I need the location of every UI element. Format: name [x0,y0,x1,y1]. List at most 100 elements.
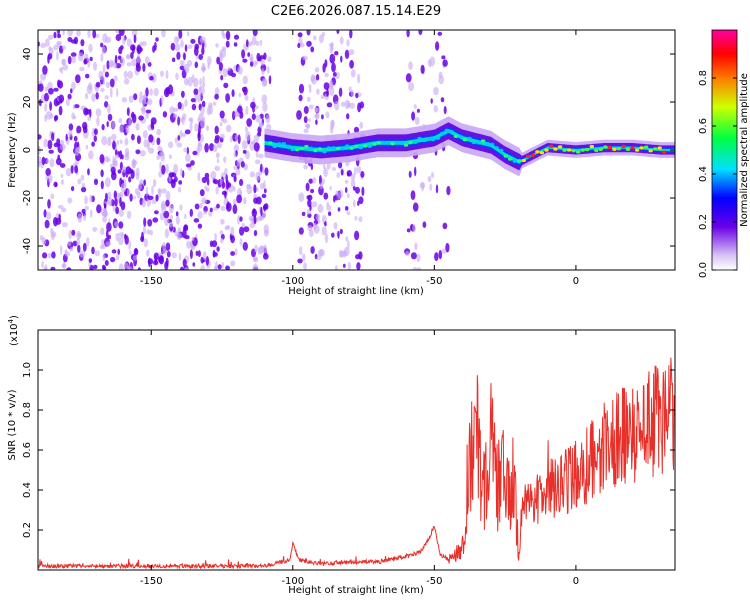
spectral-noise-point [354,216,358,221]
spectral-noise-point [135,149,141,155]
spectral-noise-point [245,131,251,142]
spectral-noise-point [164,228,169,239]
spectral-noise-point [146,229,151,235]
spectral-noise-point [265,114,271,124]
spectral-noise-point [326,162,331,170]
spectral-noise-point [139,150,146,157]
spectral-noise-point [102,77,106,85]
spectral-noise-point [42,252,48,259]
spectral-noise-point [321,31,326,37]
spectral-noise-point [310,188,315,194]
spectral-noise-point [244,95,249,101]
spectral-noise-point [198,85,205,96]
spectral-noise-point [412,224,416,233]
spectral-noise-point [220,133,225,139]
spectral-noise-point [58,94,65,103]
spectral-noise-point [247,52,251,57]
ridge-mid-band [264,122,675,171]
spectral-noise-point [242,149,247,154]
spectral-noise-point [173,113,178,119]
spectral-noise-point [309,204,312,211]
spectral-noise-point [232,198,237,206]
bottom-y-tick-label: 0.8 [22,402,33,418]
spectral-noise-point [133,195,136,200]
spectral-noise-point [338,161,343,169]
spectral-noise-point [168,141,174,149]
spectral-noise-point [297,258,303,264]
spectral-noise-point [48,178,53,183]
spectral-noise-point [236,159,240,168]
spectral-noise-point [143,238,148,248]
spectral-noise-point [106,222,112,232]
spectral-noise-point [253,197,259,204]
spectral-noise-point [261,94,268,104]
spectral-noise-point [220,218,225,225]
spectral-noise-point [95,108,102,117]
spectral-noise-point [316,255,322,261]
spectral-noise-point [165,190,171,201]
spectral-noise-point [67,241,72,247]
spectral-noise-point [120,56,125,67]
spectral-noise-point [326,102,333,108]
spectral-noise-point [104,95,109,100]
spectral-noise-point [356,166,362,174]
spectral-noise-point [68,229,72,240]
spectral-noise-point [179,65,185,71]
spectral-noise-point [435,41,440,51]
spectral-noise-point [239,238,243,246]
ridge-hotspot [616,147,622,151]
spectral-noise-point [315,74,320,81]
spectral-noise-point [315,213,321,221]
spectral-noise-point [131,58,137,67]
spectral-noise-point [422,221,427,228]
ridge-hotspot [440,131,445,135]
spectral-noise-point [197,223,203,229]
spectral-noise-point [207,62,210,69]
spectral-noise-point [55,157,62,166]
spectral-noise-point [314,113,320,120]
spectral-noise-point [53,31,57,39]
ridge-hotspot [571,149,576,153]
spectral-noise-point [225,265,230,270]
spectral-noise-point [151,185,154,196]
spectral-noise-point [343,246,350,257]
spectral-noise-point [177,227,182,233]
spectral-noise-point [405,250,410,257]
ridge-hotspot [272,144,277,149]
spectral-noise-point [101,238,105,248]
spectral-noise-point [230,226,235,236]
ridge-hotspot [426,137,431,141]
spectral-noise-point [162,248,168,255]
spectral-noise-point [73,115,76,120]
spectral-noise-point [184,129,191,135]
ridge-hotspot [476,141,481,145]
spectral-noise-point [136,135,141,145]
ridge-hotspot [363,144,368,148]
spectral-noise-point [183,224,188,230]
spectral-noise-point [252,263,259,270]
spectral-noise-point [317,203,324,213]
spectral-noise-point [183,63,190,70]
spectral-noise-point [114,221,119,228]
spectral-noise-point [221,261,224,269]
spectral-noise-point [189,123,193,132]
spectral-noise-point [49,113,54,119]
spectral-noise-point [412,267,418,270]
spectral-noise-point [93,128,98,135]
spectral-noise-point [57,30,60,35]
spectral-noise-point [154,41,157,51]
spectral-noise-point [100,53,104,62]
spectral-noise-point [44,86,49,92]
spectral-noise-point [124,262,129,269]
spectral-noise-point [249,171,255,178]
spectral-noise-point [360,171,365,178]
spectral-noise-point [261,193,267,199]
spectral-noise-point [210,170,217,180]
spectral-noise-point [226,225,231,230]
ridge-hotspot [508,157,513,161]
spectral-noise-point [87,116,91,121]
spectral-noise-point [119,124,124,134]
spectral-noise-point [233,144,240,153]
ridge-hotspot [403,143,409,147]
spectral-noise-point [144,56,150,65]
